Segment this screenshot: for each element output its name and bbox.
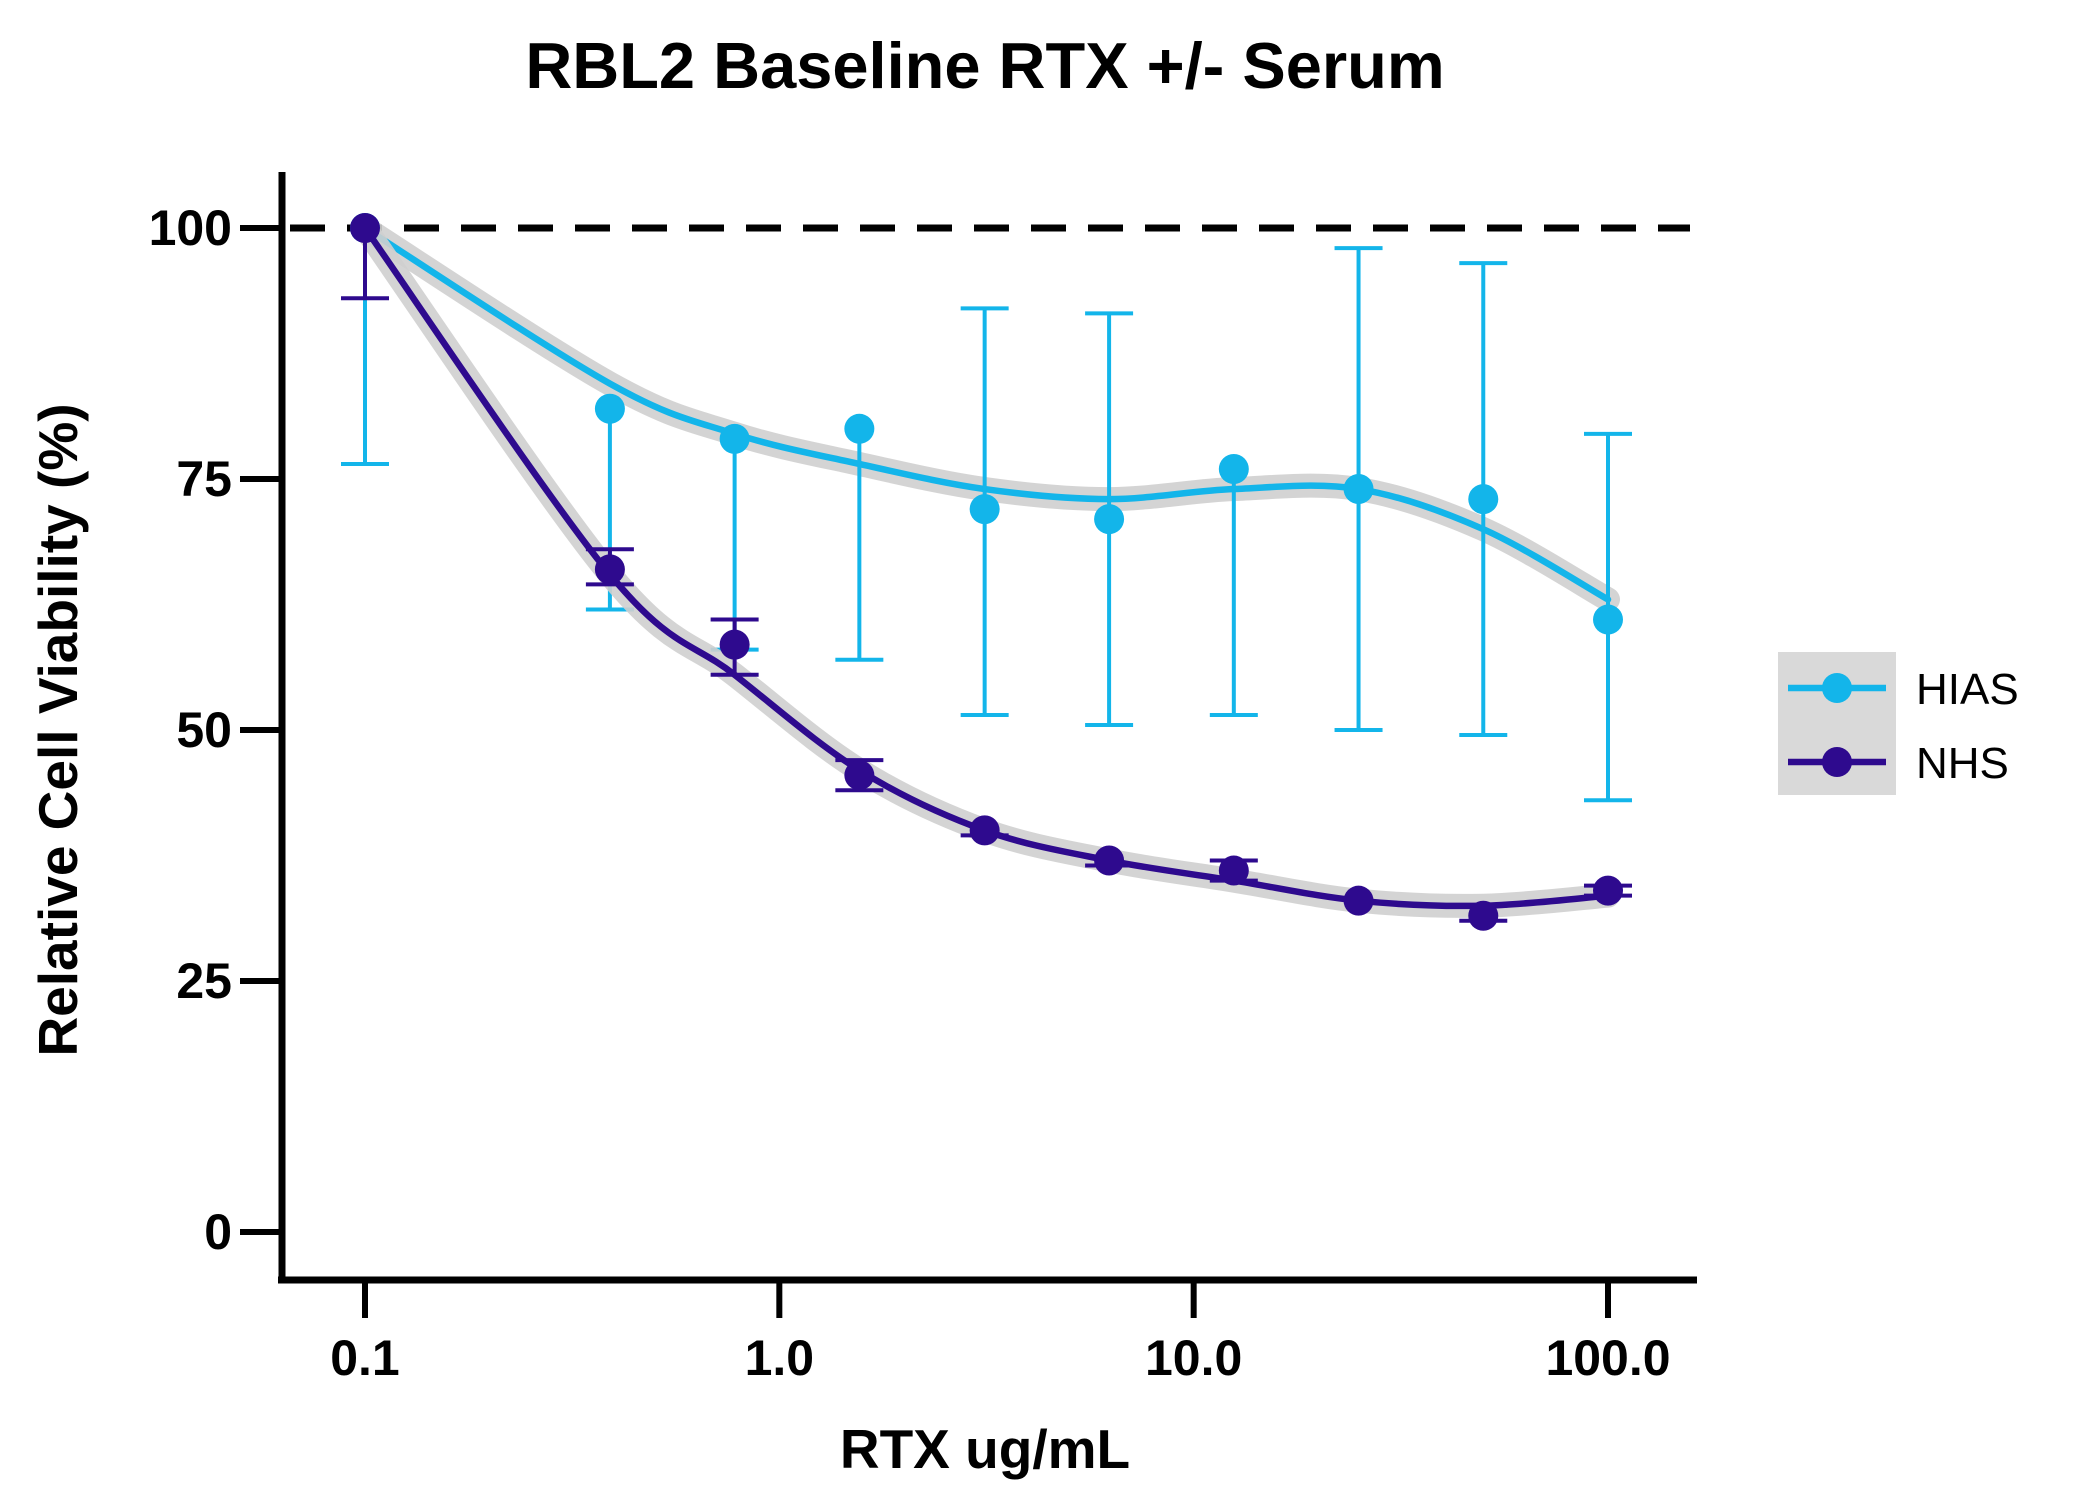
data-point-nhs	[719, 629, 750, 660]
x-tick-label: 1.0	[745, 1330, 815, 1386]
y-tick-label: 50	[176, 702, 232, 758]
x-tick-label: 0.1	[330, 1330, 400, 1386]
data-point-hias	[1094, 504, 1125, 535]
x-tick-label: 100.0	[1545, 1330, 1670, 1386]
legend-label-nhs: NHS	[1916, 739, 2009, 788]
legend: HIAS NHS	[1778, 652, 2019, 795]
data-point-nhs	[844, 760, 875, 791]
data-point-nhs	[1094, 845, 1125, 876]
data-point-nhs	[1593, 875, 1623, 906]
data-point-nhs	[1468, 900, 1499, 931]
data-point-hias	[1343, 474, 1374, 505]
data-point-nhs	[969, 815, 1000, 846]
data-point-hias	[1468, 484, 1499, 515]
data-point-hias	[844, 413, 875, 444]
data-point-nhs	[1218, 855, 1249, 886]
y-axis-ticks: 0 25 50 75 100	[149, 200, 282, 1260]
data-point-hias	[719, 423, 750, 454]
data-point-hias	[969, 494, 1000, 525]
data-point-hias	[1218, 453, 1249, 484]
plot-area	[290, 213, 1690, 931]
y-axis-label: Relative Cell Viability (%)	[27, 403, 89, 1056]
data-point-nhs	[594, 554, 625, 585]
legend-label-hias: HIAS	[1916, 665, 2019, 714]
chart-title: RBL2 Baseline RTX +/- Serum	[525, 29, 1444, 102]
data-point-nhs	[350, 213, 380, 243]
legend-marker-hias	[1822, 673, 1852, 703]
y-tick-label: 0	[204, 1204, 232, 1260]
x-axis-label: RTX ug/mL	[840, 1418, 1130, 1480]
y-tick-label: 75	[176, 451, 232, 507]
data-point-nhs	[1343, 885, 1374, 916]
y-tick-label: 25	[176, 953, 232, 1009]
legend-marker-nhs	[1822, 747, 1852, 777]
fit-line-hias	[361, 224, 1612, 603]
x-tick-label: 10.0	[1145, 1330, 1242, 1386]
data-point-hias	[594, 393, 625, 424]
y-tick-label: 100	[149, 200, 232, 256]
data-point-hias	[1593, 604, 1623, 635]
x-axis-ticks: 0.1 1.0 10.0 100.0	[330, 1280, 1671, 1386]
